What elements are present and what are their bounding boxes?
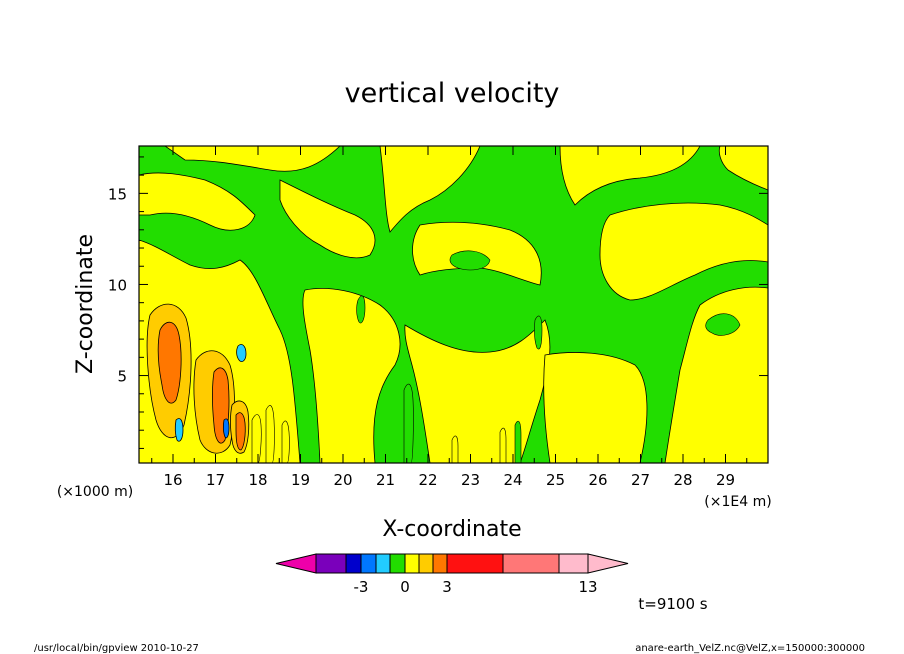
x-tick-label-24: 24 <box>503 471 522 489</box>
y-tick-label-5: 5 <box>117 368 127 386</box>
strong-updraft-cores <box>146 303 250 454</box>
striation-3 <box>281 420 290 463</box>
colorbar-segment-2 <box>345 553 362 574</box>
colorbar-label-0: 0 <box>400 578 410 596</box>
colorbar-label-13: 13 <box>578 578 597 596</box>
colorbar <box>275 553 629 574</box>
striation-1 <box>251 414 262 463</box>
plot-frame <box>138 145 769 464</box>
x-tick-label-25: 25 <box>546 471 565 489</box>
x-tick-label-20: 20 <box>333 471 352 489</box>
y-tick-label-15: 15 <box>108 185 127 203</box>
downdraft-cell-cyan <box>236 344 247 362</box>
colorbar-segment-4 <box>375 553 391 574</box>
x-tick-label-26: 26 <box>588 471 607 489</box>
x-unit-label: (×1E4 m) <box>704 494 771 510</box>
colorbar-segment-9 <box>446 553 504 574</box>
yellow-region-upper-left <box>139 172 256 231</box>
striation-4 <box>451 435 459 463</box>
x-tick-label-16: 16 <box>163 471 182 489</box>
y-tick-label-10: 10 <box>108 276 127 294</box>
neg-striation-4 <box>534 315 543 350</box>
x-tick-label-17: 17 <box>206 471 225 489</box>
colorbar-segment-1 <box>315 553 347 574</box>
negative-striations <box>356 250 741 463</box>
colorbar-segment-3 <box>360 553 377 574</box>
neg-striation-1 <box>403 383 414 463</box>
neg-striation-3 <box>356 295 366 324</box>
downdraft-cell-cyan-2 <box>174 418 184 442</box>
positive-velocity-regions <box>139 146 768 463</box>
yellow-region-right-top <box>559 146 701 206</box>
x-tick-label-28: 28 <box>673 471 692 489</box>
colorbar-label-3: 3 <box>442 578 452 596</box>
y-unit-label: (×1000 m) <box>57 484 133 500</box>
y-axis-ticks: 5 10 15 <box>108 156 768 449</box>
contour-field <box>139 146 768 463</box>
striation-2 <box>265 405 275 463</box>
yellow-region-top-center <box>379 146 481 233</box>
neg-striation-2 <box>514 420 522 463</box>
yellow-region-center-left <box>279 179 376 259</box>
neg-hole-1 <box>449 250 491 271</box>
colorbar-segment-7 <box>418 553 434 574</box>
colorbar-label--3: -3 <box>354 578 369 596</box>
updraft-core-3-inner <box>235 412 246 451</box>
x-tick-label-19: 19 <box>291 471 310 489</box>
colorbar-arrow-right <box>587 553 629 574</box>
surface-striations <box>251 405 507 463</box>
neg-hole-2 <box>705 313 741 336</box>
time-label: t=9100 s <box>638 595 707 613</box>
chart-title: vertical velocity <box>345 78 560 109</box>
colorbar-segment-8 <box>432 553 448 574</box>
striation-5 <box>499 427 507 463</box>
x-tick-label-21: 21 <box>376 471 395 489</box>
colorbar-labels: -3 0 3 13 <box>354 578 598 596</box>
footer-left: /usr/local/bin/gpview 2010-10-27 <box>34 643 199 654</box>
yellow-region-big-lower <box>404 319 551 463</box>
x-tick-label-23: 23 <box>461 471 480 489</box>
yellow-region-right-upper-band <box>599 202 768 301</box>
updraft-core-1-inner <box>157 321 182 404</box>
x-tick-label-29: 29 <box>716 471 735 489</box>
colorbar-segment-10 <box>502 553 560 574</box>
y-axis-title: Z-coordinate <box>73 234 98 374</box>
x-tick-label-22: 22 <box>418 471 437 489</box>
yellow-region-top-band <box>164 146 341 172</box>
colorbar-segment-5 <box>389 553 406 574</box>
yellow-region-right-lower <box>543 352 648 463</box>
yellow-region-top-right-corner <box>718 146 768 191</box>
colorbar-segment-11 <box>558 553 589 574</box>
colorbar-segment-6 <box>404 553 420 574</box>
colorbar-arrow-left <box>275 553 317 574</box>
x-axis-title: X-coordinate <box>382 517 521 542</box>
x-tick-label-27: 27 <box>631 471 650 489</box>
x-axis-ticks: 16 17 18 19 20 21 22 23 24 25 26 27 28 29 <box>151 146 748 489</box>
yellow-region-far-right <box>664 286 768 463</box>
downdraft-cell-blue <box>222 418 230 439</box>
yellow-region-center <box>302 287 401 463</box>
x-tick-label-18: 18 <box>248 471 267 489</box>
footer-right: anare-earth_VelZ.nc@VelZ,x=150000:300000 <box>635 643 865 654</box>
